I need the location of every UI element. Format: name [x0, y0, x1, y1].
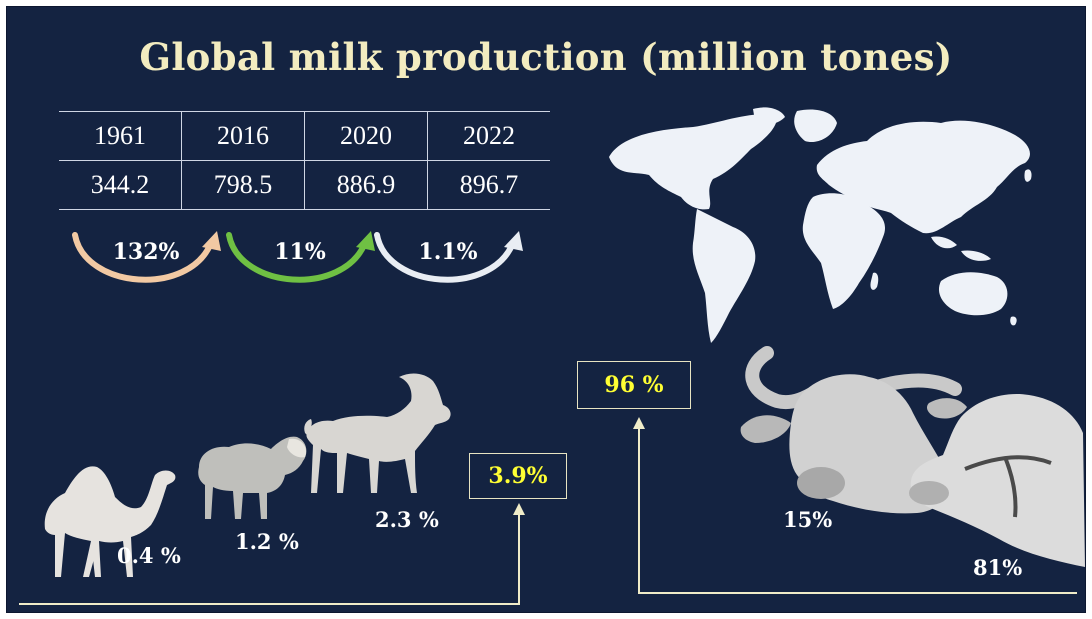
- world-map-icon: [609, 107, 1032, 343]
- year-cell: 1961: [59, 111, 182, 161]
- buffalo-icon: [740, 346, 962, 514]
- year-cell: 2016: [181, 111, 305, 161]
- buffalo-share-label: 15%: [783, 507, 833, 532]
- value-cell: 886.9: [304, 160, 428, 210]
- table-row-years: 1961 2016 2020 2022: [59, 111, 550, 161]
- growth-arrow-2020-2022: 1.1%: [373, 227, 523, 299]
- year-cell: 2020: [304, 111, 428, 161]
- page-title: Global milk production (million tones): [139, 35, 953, 79]
- year-cell: 2022: [427, 111, 550, 161]
- slide: Global milk production (million tones) 1…: [6, 6, 1086, 613]
- growth-label: 11%: [274, 239, 326, 265]
- curved-arrow-icon: [226, 231, 375, 283]
- production-table: 1961 2016 2020 2022 344.2 798.5 886.9 89…: [59, 111, 550, 210]
- small-ruminants-total-box: 3.9%: [469, 453, 567, 499]
- growth-label: 1.1%: [418, 239, 478, 265]
- curved-arrow-icon: [72, 231, 221, 283]
- value-cell: 798.5: [181, 160, 305, 210]
- value-cell: 896.7: [427, 160, 550, 210]
- sheep-share-label: 1.2 %: [235, 529, 299, 554]
- arrow-up-icon: [513, 503, 525, 515]
- growth-label: 132%: [112, 239, 180, 265]
- connector-line-large: [638, 427, 1077, 594]
- sheep-icon: [198, 436, 307, 519]
- goat-icon: [304, 373, 451, 493]
- table-row-values: 344.2 798.5 886.9 896.7: [59, 160, 550, 210]
- goat-share-label: 2.3 %: [375, 507, 439, 532]
- large-ruminants-total-box: 96 %: [577, 361, 691, 409]
- cow-icon: [909, 393, 1085, 567]
- connector-lines: [19, 417, 1077, 605]
- growth-arrow-1961-2016: 132%: [71, 227, 221, 299]
- curved-arrow-icon: [374, 231, 523, 283]
- camel-share-label: 0.4 %: [117, 543, 181, 568]
- camel-icon: [44, 466, 176, 577]
- connector-line-small: [19, 513, 520, 605]
- cattle-share-label: 81%: [973, 555, 1023, 580]
- arrow-up-icon: [633, 417, 645, 429]
- value-cell: 344.2: [59, 160, 182, 210]
- growth-arrow-2016-2020: 11%: [225, 227, 375, 299]
